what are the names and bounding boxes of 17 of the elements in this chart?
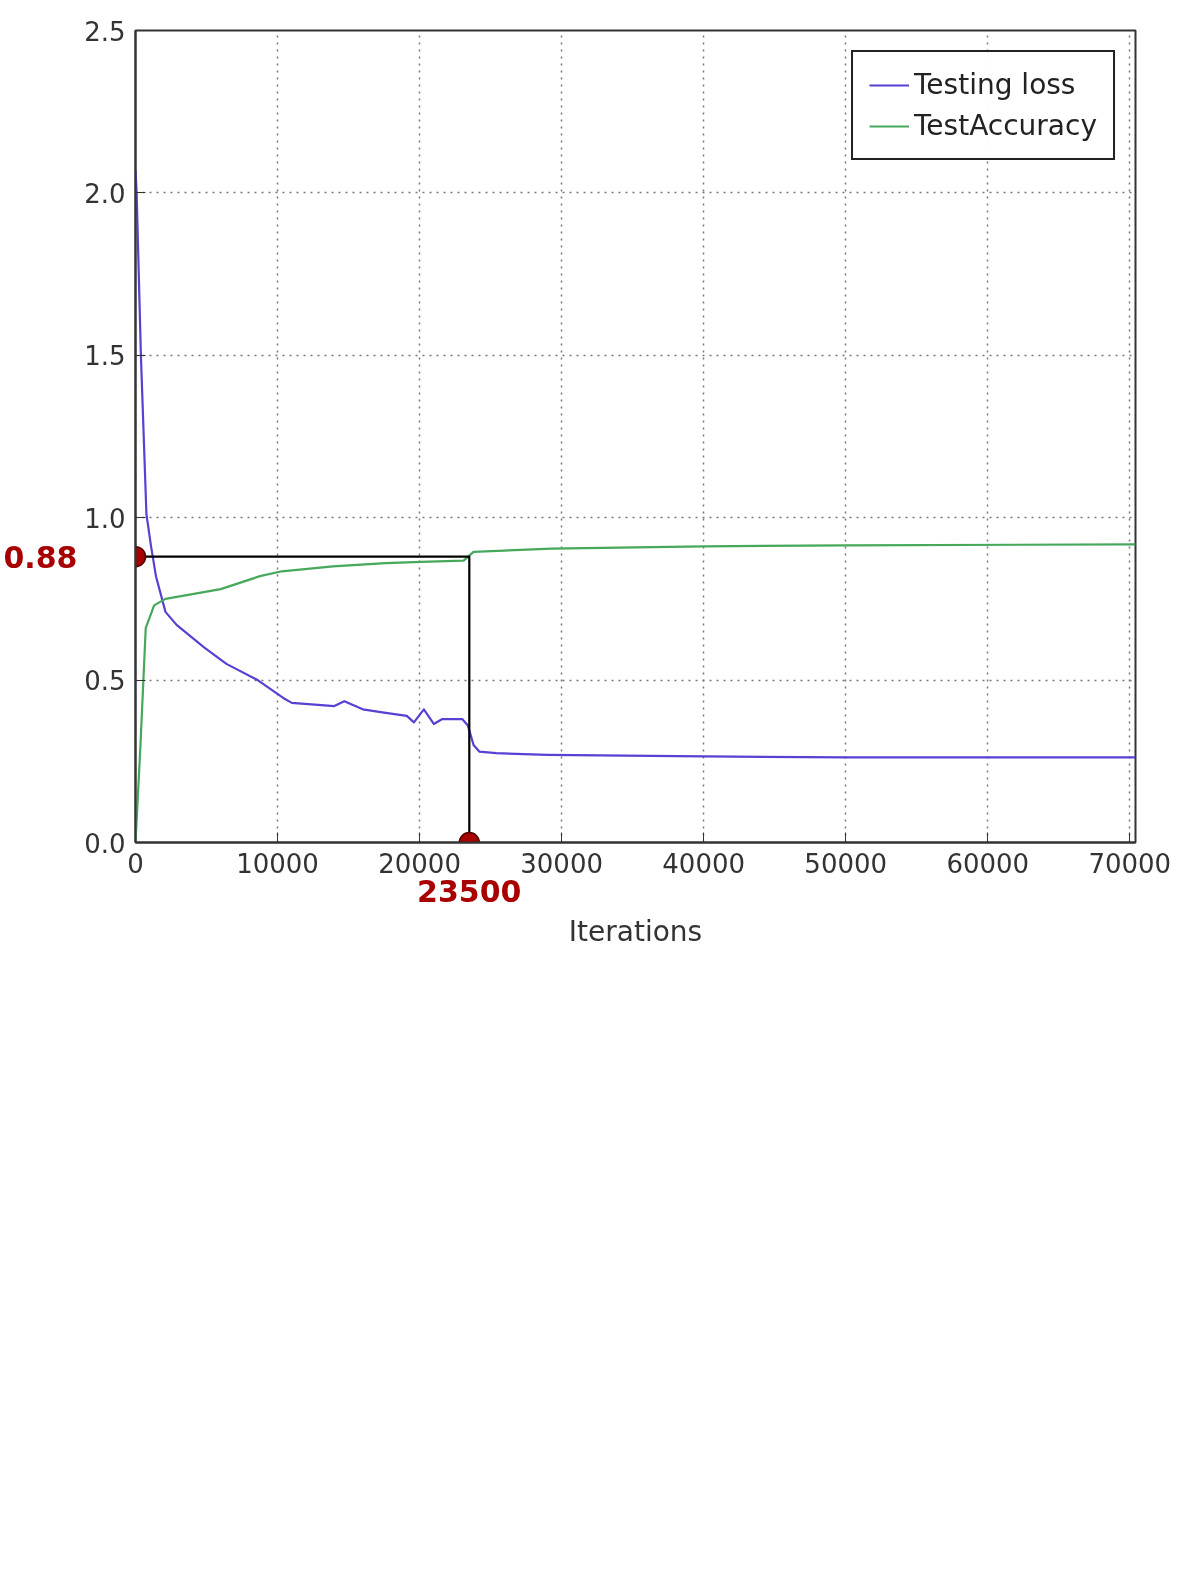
y-tick-label: 2.5: [84, 16, 126, 47]
y-tick-label: 1.0: [84, 503, 126, 534]
x-tick-label: 60000: [946, 848, 1030, 879]
y-tick-label: 2.0: [84, 178, 126, 209]
x-axis-title: Iterations: [568, 914, 703, 948]
y-tick-label: 1.5: [84, 341, 126, 372]
annotation: 0.88: [3, 539, 78, 575]
x-tick-label: 50000: [804, 848, 888, 879]
x-tick-label: 30000: [520, 848, 603, 879]
legend-label: TestAccuracy: [914, 109, 1097, 142]
y-tick-label: 0.5: [84, 666, 126, 697]
x-tick-label: 70000: [1088, 848, 1172, 879]
x-tick-label: 0: [127, 848, 144, 879]
legend-label: Testing loss: [914, 68, 1076, 101]
y-tick-label: 0.0: [84, 828, 126, 859]
x-tick-label: 10000: [236, 848, 319, 879]
x-tick-label: 40000: [662, 848, 746, 879]
